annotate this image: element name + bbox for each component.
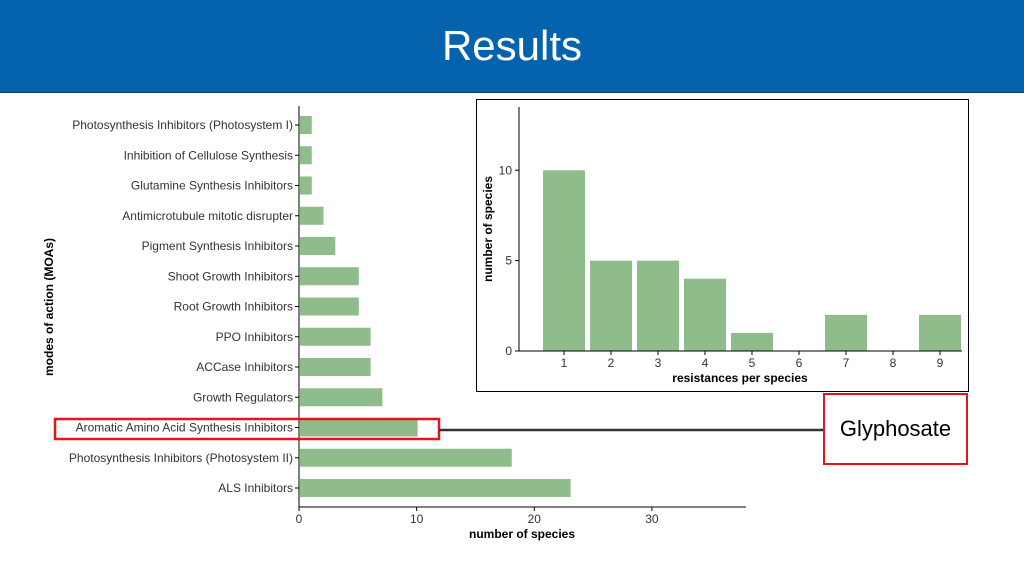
x-tick-label-1: 10 (410, 512, 424, 526)
category-label-1: Inhibition of Cellulose Synthesis (124, 148, 293, 162)
category-label-6: Root Growth Inhibitors (174, 300, 293, 314)
category-label-5: Shoot Growth Inhibitors (168, 269, 293, 283)
bar-8 (300, 358, 371, 376)
inset-x-tick-label-1: 2 (608, 356, 615, 370)
resistances-inset-chart: 1 2 3 4 5 6 7 8 9 0 5 10 resistances per species n… (476, 99, 969, 392)
inset-y-tick-label-1: 5 (505, 254, 512, 268)
bar-3 (300, 206, 324, 225)
inset-x-tick-label-0: 1 (561, 356, 568, 370)
bar-7 (300, 327, 371, 346)
bar-11 (300, 448, 512, 467)
bar-12 (300, 479, 571, 497)
slide-header: Results (0, 0, 1024, 93)
inset-bar-7 (825, 314, 867, 351)
bar-5 (300, 267, 359, 286)
category-label-9: Growth Regulators (193, 390, 293, 404)
category-label-4: Pigment Synthesis Inhibitors (142, 239, 293, 253)
bar-10 (300, 418, 418, 437)
inset-bar-5 (731, 332, 773, 351)
inset-bar-2 (590, 260, 632, 351)
category-label-12: ALS Inhibitors (218, 481, 293, 495)
slide-title: Results (441, 22, 583, 69)
inset-x-tick-label-2: 3 (655, 356, 662, 370)
bar-4 (300, 237, 336, 255)
inset-bar-1 (543, 170, 585, 351)
category-label-2: Glutamine Synthesis Inhibitors (131, 179, 293, 193)
inset-x-tick-label-7: 8 (890, 356, 897, 370)
inset-x-tick-label-5: 6 (796, 356, 803, 370)
bar-1 (300, 146, 312, 165)
x-tick-label-2: 20 (528, 512, 542, 526)
inset-y-tick-label-0: 0 (505, 344, 512, 358)
category-label-8: ACCase Inhibitors (196, 360, 293, 374)
inset-x-axis-title: resistances per species (672, 371, 808, 385)
category-label-11: Photosynthesis Inhibitors (Photosystem I… (69, 451, 293, 465)
inset-x-tick-label-8: 9 (937, 356, 944, 370)
inset-x-tick-label-3: 4 (702, 356, 709, 370)
bar-2 (300, 176, 312, 195)
category-label-10: Aromatic Amino Acid Synthesis Inhibitors (76, 421, 293, 435)
inset-bar-3 (637, 260, 679, 351)
inset-bar-9 (919, 314, 961, 351)
glyphosate-label: Glyphosate (839, 416, 952, 441)
inset-x-tick-label-6: 7 (843, 356, 850, 370)
bar-6 (300, 297, 359, 316)
glyphosate-callout: Glyphosate (823, 393, 968, 465)
inset-bar-4 (684, 278, 726, 351)
category-label-3: Antimicrotubule mitotic disrupter (122, 209, 293, 223)
bar-9 (300, 388, 383, 407)
x-tick-label-3: 30 (645, 512, 659, 526)
bar-0 (300, 116, 312, 134)
inset-y-axis-title: number of species (481, 176, 495, 282)
inset-x-tick-label-4: 5 (749, 356, 756, 370)
category-label-7: PPO Inhibitors (216, 330, 293, 344)
category-label-0: Photosynthesis Inhibitors (Photosystem I… (72, 118, 293, 132)
inset-y-tick-label-2: 10 (499, 163, 513, 177)
main-y-axis-title: modes of action (MOAs) (42, 238, 56, 376)
main-x-axis-title: number of species (469, 527, 575, 541)
x-tick-label-0: 0 (296, 512, 303, 526)
